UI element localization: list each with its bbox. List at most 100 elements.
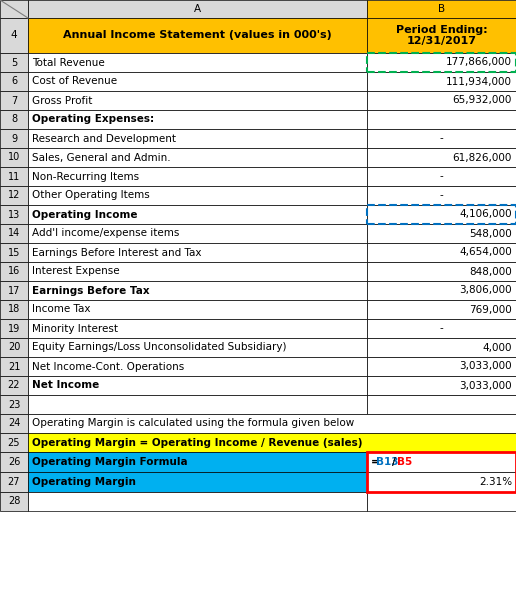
Bar	[367, 492, 516, 511]
Text: Cost of Revenue: Cost of Revenue	[32, 76, 117, 87]
Text: 22: 22	[8, 381, 20, 390]
Text: 15: 15	[8, 247, 20, 257]
Text: 4: 4	[11, 31, 18, 40]
Text: Operating Income: Operating Income	[32, 210, 137, 219]
Text: 12: 12	[8, 191, 20, 200]
Bar	[367, 167, 516, 186]
Bar	[28, 281, 367, 300]
Bar	[0, 148, 28, 167]
Text: 548,000: 548,000	[469, 229, 512, 238]
Bar	[367, 395, 516, 414]
Bar	[28, 186, 367, 205]
Text: Net Income-Cont. Operations: Net Income-Cont. Operations	[32, 362, 184, 371]
Text: 13: 13	[8, 210, 20, 219]
Text: 17: 17	[8, 285, 20, 296]
Text: Operating Margin is calculated using the formula given below: Operating Margin is calculated using the…	[32, 419, 354, 428]
Text: Earnings Before Interest and Tax: Earnings Before Interest and Tax	[32, 247, 202, 257]
Bar	[28, 452, 367, 472]
Text: 27: 27	[8, 477, 20, 487]
Bar	[28, 357, 367, 376]
Text: 4,106,000: 4,106,000	[459, 210, 512, 219]
Text: =: =	[371, 457, 380, 467]
Bar	[367, 224, 516, 243]
Text: -: -	[440, 133, 443, 144]
Bar	[28, 319, 367, 338]
Text: 14: 14	[8, 229, 20, 238]
Text: 11: 11	[8, 172, 20, 181]
Bar	[0, 224, 28, 243]
Bar	[367, 91, 516, 110]
Bar	[367, 281, 516, 300]
Text: 9: 9	[11, 133, 17, 144]
Bar	[0, 414, 28, 433]
Text: Equity Earnings/Loss Unconsolidated Subsidiary): Equity Earnings/Loss Unconsolidated Subs…	[32, 343, 286, 353]
Bar	[367, 53, 516, 72]
Text: 16: 16	[8, 266, 20, 277]
Text: Net Income: Net Income	[32, 381, 99, 390]
Text: /: /	[392, 457, 396, 467]
Text: 21: 21	[8, 362, 20, 371]
Bar	[367, 18, 516, 53]
Bar	[367, 472, 516, 492]
Bar	[28, 129, 367, 148]
Bar	[367, 338, 516, 357]
Text: Earnings Before Tax: Earnings Before Tax	[32, 285, 150, 296]
Text: Non-Recurring Items: Non-Recurring Items	[32, 172, 139, 181]
Bar	[367, 338, 516, 357]
Text: -: -	[440, 323, 443, 334]
Text: Add'l income/expense items: Add'l income/expense items	[32, 229, 180, 238]
Bar	[0, 243, 28, 262]
Bar	[0, 167, 28, 186]
Text: Total Revenue: Total Revenue	[32, 57, 105, 67]
Bar	[28, 18, 367, 53]
Bar	[367, 300, 516, 319]
Text: 19: 19	[8, 323, 20, 334]
Bar	[28, 395, 367, 414]
Bar	[28, 91, 367, 110]
Bar	[28, 53, 367, 72]
Bar	[367, 148, 516, 167]
Text: 3,033,000: 3,033,000	[459, 362, 512, 371]
Text: Interest Expense: Interest Expense	[32, 266, 120, 277]
Bar	[367, 224, 516, 243]
Bar	[367, 357, 516, 376]
Bar	[0, 129, 28, 148]
Bar	[28, 243, 367, 262]
Bar	[367, 186, 516, 205]
Bar	[0, 53, 28, 72]
Bar	[367, 148, 516, 167]
Bar	[367, 0, 516, 18]
Text: Operating Margin Formula: Operating Margin Formula	[32, 457, 188, 467]
Bar	[28, 300, 367, 319]
Bar	[28, 224, 367, 243]
Text: -: -	[440, 172, 443, 181]
Bar	[0, 338, 28, 357]
Bar	[28, 472, 367, 492]
Bar	[367, 262, 516, 281]
Bar	[367, 53, 516, 72]
Bar	[0, 205, 28, 224]
Text: Period Ending:
12/31/2017: Period Ending: 12/31/2017	[396, 24, 487, 46]
Bar	[367, 281, 516, 300]
Bar	[367, 452, 516, 472]
Bar	[28, 110, 367, 129]
Bar	[367, 53, 516, 72]
Bar	[367, 262, 516, 281]
Text: Minority Interest: Minority Interest	[32, 323, 118, 334]
Text: 10: 10	[8, 153, 20, 163]
Bar	[367, 376, 516, 395]
Text: 7: 7	[11, 95, 17, 106]
Text: 61,826,000: 61,826,000	[453, 153, 512, 163]
Bar	[0, 357, 28, 376]
Bar	[28, 414, 516, 433]
Bar	[0, 262, 28, 281]
Bar	[28, 262, 367, 281]
Bar	[367, 205, 516, 224]
Text: 25: 25	[8, 437, 20, 447]
Text: 20: 20	[8, 343, 20, 353]
Text: 26: 26	[8, 457, 20, 467]
Bar	[0, 395, 28, 414]
Bar	[28, 433, 516, 452]
Text: 769,000: 769,000	[469, 304, 512, 315]
Text: Gross Profit: Gross Profit	[32, 95, 92, 106]
